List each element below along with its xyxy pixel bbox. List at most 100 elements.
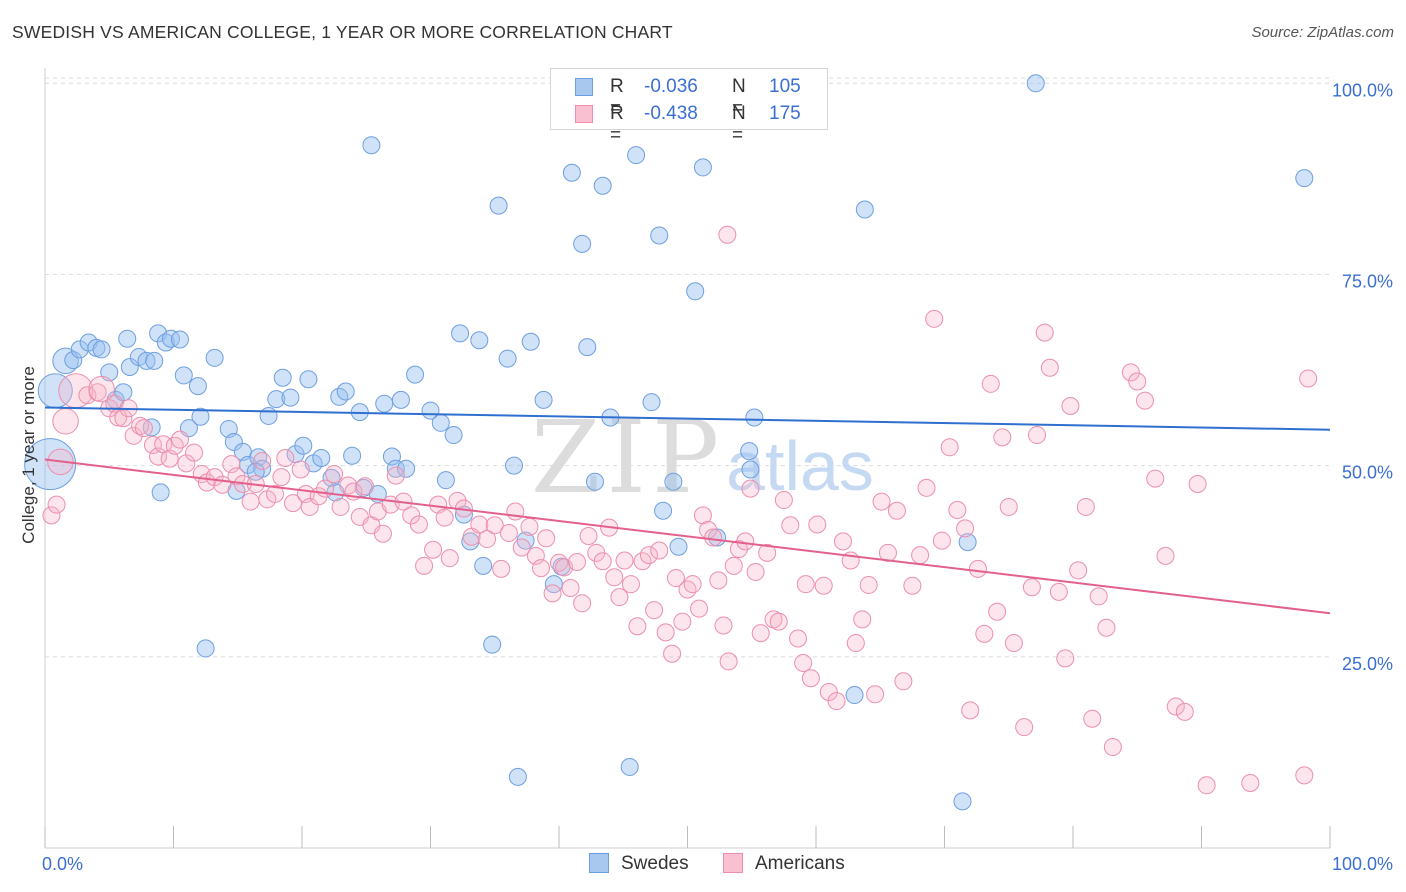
swedes-point — [224, 432, 243, 451]
americans-point — [1197, 776, 1216, 795]
americans-point — [205, 468, 224, 487]
americans-point — [846, 634, 865, 653]
americans-point — [1061, 397, 1080, 415]
americans-point — [993, 428, 1012, 447]
swedes-point — [654, 501, 673, 520]
swedes-point — [174, 366, 193, 385]
americans-point — [386, 466, 405, 485]
americans-point — [143, 436, 162, 454]
americans-point — [678, 580, 697, 599]
americans-point — [284, 494, 303, 513]
swedes-point — [382, 447, 401, 466]
americans-point — [573, 594, 592, 613]
americans-point — [794, 653, 813, 672]
swedes-point — [137, 351, 156, 370]
swedes-point — [191, 407, 210, 426]
swedes-point — [397, 459, 416, 478]
axes — [44, 68, 1331, 849]
legend-r-label: R = — [610, 76, 624, 119]
y-axis-label: College, 1 year or more — [19, 366, 38, 544]
americans-point — [253, 452, 272, 471]
americans-point — [714, 616, 733, 635]
americans-point — [1135, 391, 1154, 410]
americans-point — [704, 528, 723, 547]
americans-label: Americans — [755, 853, 845, 874]
americans-point — [693, 506, 712, 525]
americans-point — [409, 515, 428, 534]
americans-point — [1299, 369, 1318, 388]
swedes-point — [593, 176, 612, 195]
americans-point — [690, 599, 709, 618]
americans-point — [961, 701, 980, 720]
swedes-point — [52, 347, 79, 375]
americans-point — [579, 527, 598, 545]
americans-point — [801, 669, 820, 688]
americans-points — [42, 225, 1318, 795]
americans-point — [435, 508, 454, 527]
americans-point — [796, 575, 815, 594]
americans-point — [781, 516, 800, 535]
swedes-point — [145, 351, 164, 370]
americans-point — [42, 506, 61, 525]
americans-point — [746, 562, 765, 581]
swedes-point — [642, 393, 661, 412]
americans-point — [1188, 475, 1207, 493]
americans-point — [177, 454, 196, 473]
legend-r-label: R = — [610, 103, 624, 146]
americans-point — [1022, 578, 1041, 597]
swedes-point — [953, 792, 972, 811]
americans-point — [650, 541, 669, 560]
americans-point — [470, 515, 489, 534]
americans-point — [52, 408, 79, 435]
swedes-point — [693, 158, 712, 177]
swedes-point — [686, 282, 705, 301]
americans-point — [940, 438, 959, 457]
americans-point — [956, 519, 975, 538]
americans-point — [894, 672, 913, 691]
americans-point — [1004, 634, 1023, 653]
americans-point — [440, 549, 459, 568]
swedes-point — [312, 449, 331, 467]
swedes-point — [188, 377, 207, 396]
americans-point — [819, 683, 838, 701]
americans-point — [478, 530, 497, 549]
americans-point — [1241, 774, 1260, 792]
swedes-point — [246, 462, 265, 481]
swedes-trend-line — [44, 406, 1331, 431]
americans-point — [814, 576, 833, 595]
swedes-point — [299, 370, 318, 389]
swedes-point — [343, 446, 362, 465]
swedes-point — [1026, 74, 1045, 93]
americans-point — [1128, 372, 1147, 391]
americans-point — [853, 610, 872, 629]
americans-point — [774, 491, 793, 510]
swedes-point — [627, 146, 646, 165]
swedes-point — [741, 460, 760, 479]
americans-point — [1035, 323, 1054, 342]
americans-point — [1049, 582, 1068, 601]
americans-swatch — [723, 853, 743, 873]
americans-point — [266, 484, 285, 503]
swedes-point — [585, 472, 604, 491]
swedes-point — [205, 348, 224, 367]
americans-point — [402, 506, 421, 525]
swedes-point — [470, 331, 489, 350]
americans-point — [134, 419, 153, 438]
americans-point — [373, 524, 392, 543]
americans-point — [492, 559, 511, 578]
swedes-point — [406, 365, 425, 384]
americans-point — [988, 602, 1007, 621]
americans-point — [88, 375, 115, 403]
americans-point — [769, 612, 788, 631]
swedes-point — [294, 436, 313, 455]
americans-point — [272, 468, 291, 487]
americans-point — [78, 386, 97, 405]
americans-point — [911, 546, 930, 565]
americans-point — [1146, 469, 1165, 488]
swedes-point — [142, 418, 161, 437]
swedes-point — [650, 226, 669, 245]
swedes-point — [196, 639, 215, 658]
swedes-point — [855, 200, 874, 219]
swedes-point — [151, 483, 170, 502]
